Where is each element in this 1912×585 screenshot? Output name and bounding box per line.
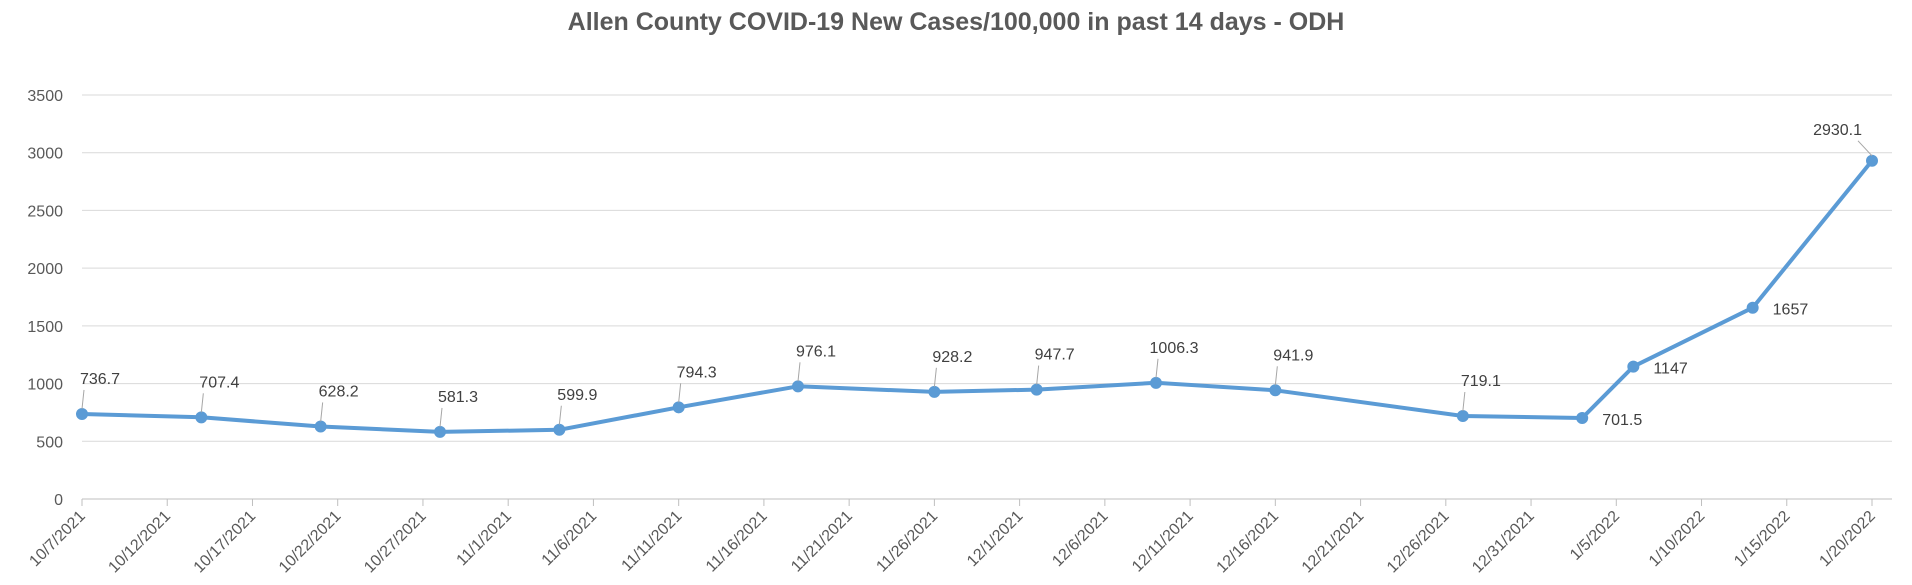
data-point (1576, 412, 1589, 425)
label-leader (558, 405, 562, 425)
x-tick-label: 1/10/2022 (1646, 508, 1708, 570)
x-tick-label: 11/6/2021 (539, 508, 601, 570)
data-label: 1006.3 (1150, 340, 1199, 357)
x-tick-label: 12/31/2021 (1469, 508, 1538, 577)
label-leader (439, 407, 443, 427)
x-tick-label: 1/15/2022 (1731, 508, 1793, 570)
data-point (928, 385, 941, 398)
data-label: 941.9 (1273, 347, 1313, 364)
x-tick-label: 11/16/2021 (703, 508, 771, 576)
data-label: 736.7 (80, 371, 120, 388)
data-point (434, 425, 446, 438)
x-tick-label: 11/26/2021 (873, 508, 941, 576)
data-label: 701.5 (1602, 412, 1642, 429)
x-tick-label: 11/11/2021 (619, 508, 686, 575)
y-tick-label: 0 (54, 492, 63, 509)
chart-title: Allen County COVID-19 New Cases/100,000 … (567, 8, 1345, 36)
label-leader (797, 362, 801, 382)
grid-layer (82, 94, 1892, 442)
data-point (792, 380, 804, 393)
series-line (80, 158, 1874, 434)
data-label: 719.1 (1461, 373, 1501, 390)
line-layer (80, 158, 1874, 434)
label-leader (1274, 366, 1278, 386)
data-point (553, 423, 566, 436)
x-tick-label: 10/17/2021 (191, 508, 260, 577)
data-point (314, 420, 327, 433)
data-label: 976.1 (796, 343, 836, 360)
y-tick-label: 1500 (27, 319, 63, 336)
label-leader (200, 393, 204, 413)
label-layer: 736.7 707.4 628.2 581.3 599.9 794.3 976.1 928.2… (80, 122, 1873, 429)
data-point (1746, 301, 1759, 314)
x-tick-label: 12/21/2021 (1299, 508, 1368, 577)
y-tick-label: 2000 (27, 261, 63, 278)
data-label: 928.2 (932, 349, 972, 366)
label-leader (933, 367, 937, 387)
y-tick-label: 1000 (27, 377, 63, 394)
data-label: 581.3 (438, 389, 478, 406)
x-tick-label: 12/6/2021 (1049, 508, 1111, 570)
point-layer (76, 154, 1878, 438)
data-label: 1147 (1653, 361, 1688, 378)
data-label: 1657 (1773, 302, 1809, 319)
x-tick-label: 10/27/2021 (361, 508, 430, 577)
label-leader (1462, 391, 1466, 412)
y-tick-label: 500 (36, 434, 63, 451)
label-leader (1036, 365, 1040, 385)
label-leader (81, 389, 85, 410)
data-label: 707.4 (199, 374, 239, 391)
data-point (672, 401, 685, 414)
x-tick-label: 12/1/2021 (964, 508, 1026, 570)
label-leader (320, 402, 324, 422)
y-tick-label: 2500 (27, 203, 63, 220)
data-point (1866, 154, 1878, 167)
x-tick-label: 10/7/2021 (26, 508, 88, 570)
data-label: 2930.1 (1813, 122, 1862, 139)
label-leader (1155, 358, 1159, 378)
data-point (1150, 376, 1162, 389)
x-tick-label: 1/20/2022 (1816, 508, 1878, 570)
axis-layer: 0 500 1000 1500 2000 2500 3000 3500 10/7/2021 10/… (26, 88, 1892, 576)
data-label: 628.2 (319, 383, 359, 400)
data-point (195, 411, 208, 424)
data-point (1269, 384, 1282, 397)
label-leader (1857, 140, 1873, 157)
x-tick-label: 12/26/2021 (1384, 508, 1453, 577)
x-tick-label: 11/1/2021 (454, 508, 516, 570)
x-tick-label: 11/21/2021 (788, 508, 856, 576)
x-tick-label: 12/16/2021 (1214, 508, 1283, 577)
y-tick-label: 3500 (27, 88, 63, 105)
data-label: 947.7 (1035, 347, 1075, 364)
x-tick-label: 10/22/2021 (276, 508, 345, 577)
x-tick-label: 12/11/2021 (1129, 508, 1197, 576)
data-point (1030, 383, 1043, 396)
x-tick-label: 10/12/2021 (105, 508, 174, 577)
data-point (1456, 409, 1469, 422)
data-point (76, 407, 88, 420)
data-point (1627, 360, 1640, 373)
data-label: 794.3 (677, 364, 717, 381)
x-tick-label: 1/5/2022 (1567, 508, 1623, 564)
data-label: 599.9 (557, 387, 597, 404)
y-tick-label: 3000 (27, 146, 63, 163)
label-leader (678, 383, 682, 403)
